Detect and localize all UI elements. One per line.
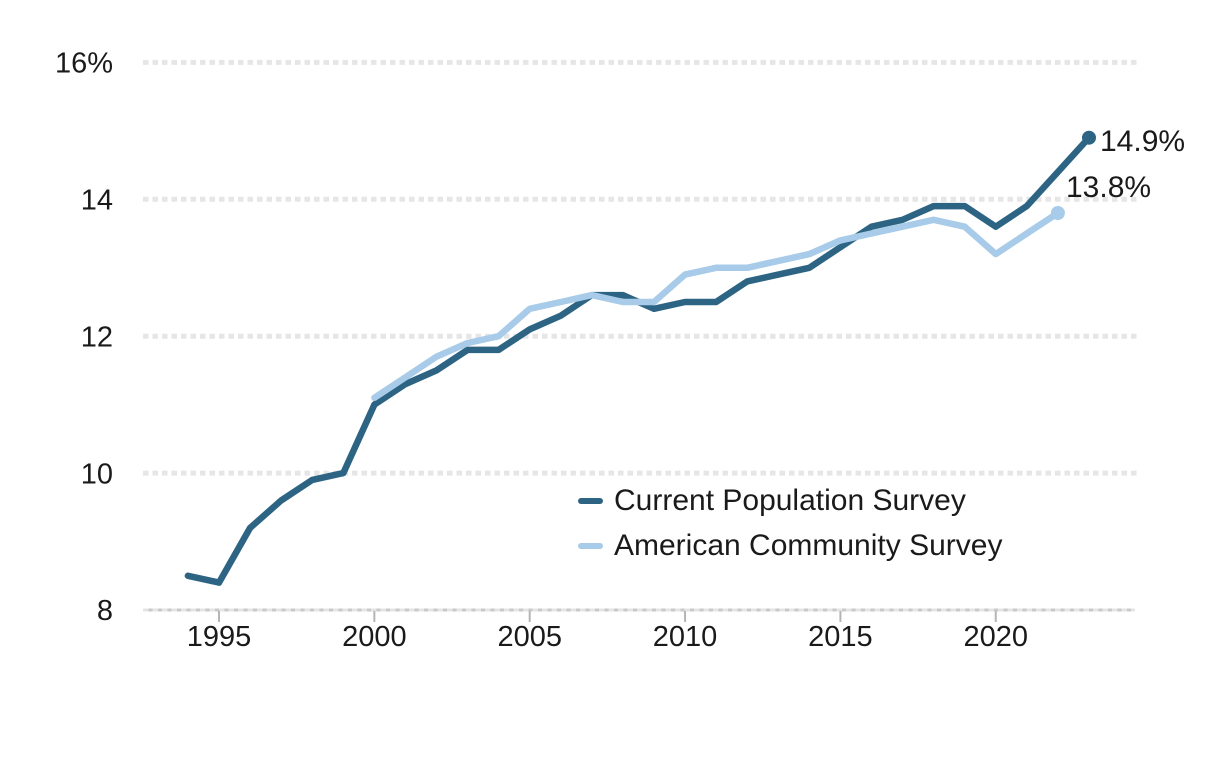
- x-axis-label: 2015: [808, 621, 873, 653]
- cps-end-value-label: 14.9%: [1100, 125, 1186, 158]
- legend-item-cps: Current Population Survey: [578, 478, 1002, 523]
- legend-label-acs: American Community Survey: [614, 528, 1003, 562]
- legend-item-acs: American Community Survey: [578, 523, 1002, 568]
- legend-swatch-acs-icon: [578, 542, 603, 549]
- series-line-acs: [371, 209, 1062, 402]
- legend-swatch-cps-icon: [578, 497, 603, 504]
- y-axis-label: 14: [81, 184, 113, 216]
- y-axis-label: 12: [81, 321, 113, 353]
- y-axis-label: 10: [81, 458, 113, 490]
- x-axis-label: 1995: [187, 621, 252, 653]
- y-axis-label: 16%: [55, 48, 113, 80]
- legend: Current Population Survey American Commu…: [578, 478, 1002, 568]
- y-axis-label: 8: [97, 595, 113, 627]
- x-axis-label: 2020: [963, 621, 1028, 653]
- x-axis-label: 2010: [653, 621, 718, 653]
- series-end-dot-acs: [1050, 206, 1065, 220]
- x-axis-label: 2005: [497, 621, 562, 653]
- acs-end-value-label: 13.8%: [1066, 171, 1152, 204]
- series-end-dot-cps: [1082, 130, 1096, 145]
- x-axis-label: 2000: [342, 621, 407, 653]
- legend-label-cps: Current Population Survey: [614, 483, 966, 517]
